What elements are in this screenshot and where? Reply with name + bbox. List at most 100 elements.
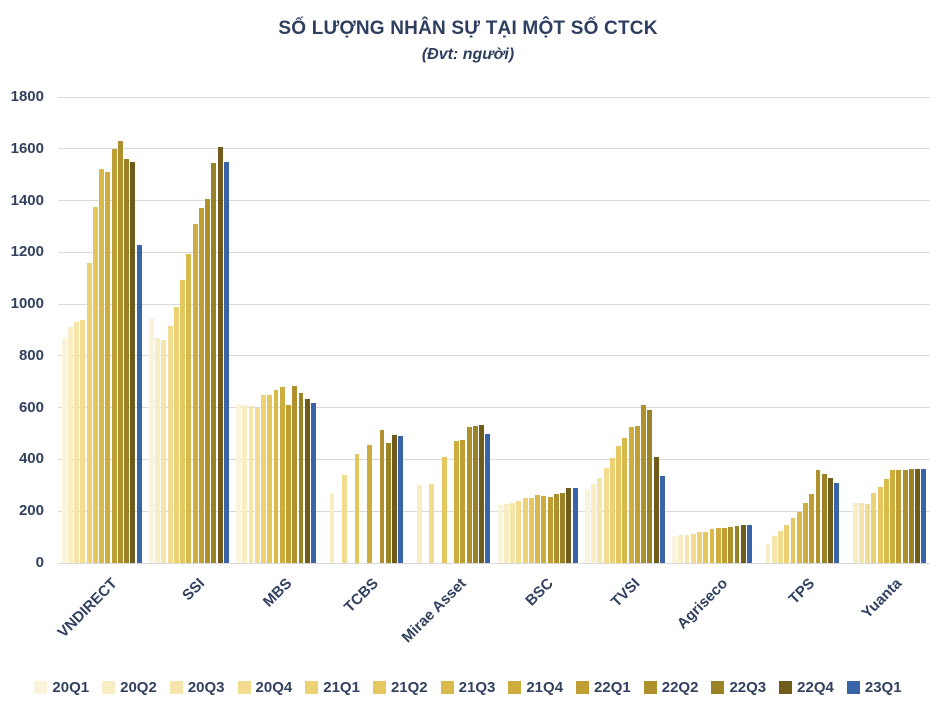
bar-21Q2-agriseco: [703, 532, 709, 563]
bar-slot: [192, 97, 198, 563]
bar-23Q1-bsc: [572, 488, 578, 563]
y-axis-tick-label: 800: [18, 346, 44, 364]
bar-21Q4-vndirect: [105, 172, 111, 563]
legend-label: 22Q3: [729, 679, 767, 696]
bar-21Q4-mbs: [279, 387, 285, 563]
bar-slot: [148, 97, 154, 563]
bar-slot: [827, 97, 833, 563]
bar-group-agriseco: [668, 97, 755, 563]
bar-slot: [821, 97, 827, 563]
bar-slot: [99, 97, 105, 563]
bar-slot: [292, 97, 298, 563]
bar-slot: [572, 97, 578, 563]
legend-swatch-20Q1: [34, 681, 48, 694]
bar-20Q2-tps: [765, 544, 771, 563]
bar-slot: [647, 97, 653, 563]
bar-slot: [329, 97, 335, 563]
bar-slot: [242, 97, 248, 563]
bar-20Q2-vndirect: [67, 327, 73, 563]
bar-20Q3-mbs: [248, 406, 254, 563]
bar-slot: [161, 97, 167, 563]
bar-group-bsc: [494, 97, 581, 563]
bar-20Q1-mbs: [236, 404, 241, 563]
bar-20Q4-ssi: [167, 326, 173, 563]
bar-22Q4-yuanta: [915, 469, 921, 563]
bar-slot: [111, 97, 117, 563]
bar-21Q2-tvsi: [616, 446, 621, 563]
bar-slot: [273, 97, 279, 563]
bar-slot: [728, 97, 734, 563]
bar-slot: [516, 97, 522, 563]
bar-21Q3-bsc: [535, 495, 541, 563]
legend-swatch-21Q1: [305, 681, 319, 694]
bar-slot: [541, 97, 547, 563]
chart-title: SỐ LƯỢNG NHÂN SỰ TẠI MỘT SỐ CTCK: [278, 18, 658, 39]
bar-slot: [809, 97, 815, 563]
bar-slot: [640, 97, 646, 563]
bar-21Q3-mbs: [273, 390, 279, 563]
bar-20Q1-agriseco: [672, 536, 677, 563]
legend: 20Q1 20Q2 20Q3 20Q4 21Q1 21Q2 21Q3 21Q4 22Q1 22Q2…: [0, 679, 936, 696]
legend-swatch-22Q1: [576, 681, 590, 694]
legend-item-20Q3: 20Q3: [169, 679, 225, 696]
bar-slot: [472, 97, 478, 563]
bar-slot: [391, 97, 397, 563]
bar-slot: [590, 97, 596, 563]
bar-slot: [603, 97, 609, 563]
bar-20Q3-bsc: [510, 503, 516, 563]
bar-slot: [67, 97, 73, 563]
legend-swatch-22Q3: [711, 681, 725, 694]
bar-22Q2-tcbs: [379, 430, 385, 563]
bar-21Q2-bsc: [528, 498, 534, 563]
bar-21Q1-tvsi: [609, 458, 615, 563]
bar-20Q2-yuanta: [852, 503, 858, 563]
bar-21Q3-yuanta: [883, 479, 889, 563]
plot-area: [58, 96, 930, 564]
bar-slot: [167, 97, 173, 563]
bar-slot: [74, 97, 80, 563]
bar-22Q4-mirae-asset: [479, 425, 485, 563]
legend-item-21Q4: 21Q4: [508, 679, 563, 696]
bar-slot: [454, 97, 460, 563]
bar-21Q2-tcbs: [354, 454, 360, 563]
bar-21Q3-tps: [796, 512, 802, 563]
bar-slot: [366, 97, 372, 563]
bar-slot: [553, 97, 559, 563]
bar-slot: [279, 97, 285, 563]
gridline: [58, 355, 930, 357]
gridline: [58, 200, 930, 202]
bar-21Q4-agriseco: [715, 528, 721, 563]
bar-slot: [566, 97, 572, 563]
bar-slot: [915, 97, 921, 563]
bar-slot: [479, 97, 485, 563]
bar-20Q3-tps: [771, 536, 777, 563]
bar-22Q3-tvsi: [647, 410, 653, 563]
bar-slot: [186, 97, 192, 563]
bar-21Q1-tps: [784, 525, 790, 563]
bar-slot: [235, 97, 241, 563]
bar-slot: [105, 97, 111, 563]
bar-22Q1-mbs: [286, 405, 291, 563]
bar-20Q3-tvsi: [597, 478, 603, 563]
x-axis-category-label: Agriseco: [673, 575, 732, 633]
legend-label: 21Q1: [323, 679, 360, 696]
bar-20Q4-tps: [778, 531, 783, 563]
bar-22Q2-mbs: [292, 386, 298, 563]
bar-slot: [777, 97, 783, 563]
bar-slot: [466, 97, 472, 563]
bar-22Q1-agriseco: [722, 528, 727, 563]
bar-20Q2-tcbs: [329, 493, 335, 563]
bar-22Q4-bsc: [566, 488, 572, 563]
bar-slot: [584, 97, 590, 563]
gridline: [58, 458, 930, 460]
bar-slot: [715, 97, 721, 563]
chart-subtitle: (Đvt: người): [421, 46, 515, 63]
bar-20Q1-vndirect: [61, 338, 67, 563]
bar-23Q1-mirae-asset: [485, 434, 491, 563]
bar-22Q1-tps: [809, 494, 815, 563]
bar-22Q4-tps: [828, 478, 833, 563]
legend-label: 20Q4: [255, 679, 293, 696]
bar-slot: [204, 97, 210, 563]
legend-item-20Q1: 20Q1: [34, 679, 89, 696]
bar-slot: [528, 97, 534, 563]
